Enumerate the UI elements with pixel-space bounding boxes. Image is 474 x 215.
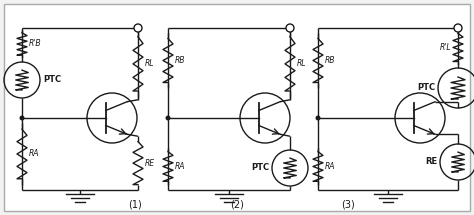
Text: RE: RE xyxy=(145,159,155,168)
Text: RB: RB xyxy=(175,56,185,65)
Circle shape xyxy=(454,24,462,32)
Text: RB: RB xyxy=(325,56,336,65)
Circle shape xyxy=(316,115,320,120)
Text: RA: RA xyxy=(29,149,39,158)
Circle shape xyxy=(134,24,142,32)
Text: R'B: R'B xyxy=(29,40,42,49)
Text: RA: RA xyxy=(175,162,185,171)
Text: PTC: PTC xyxy=(43,75,61,84)
Text: (1): (1) xyxy=(128,199,142,209)
Text: (3): (3) xyxy=(341,199,356,209)
Text: R'L: R'L xyxy=(439,43,451,52)
Circle shape xyxy=(286,24,294,32)
Text: RL: RL xyxy=(145,59,155,68)
Circle shape xyxy=(19,115,25,120)
Text: RA: RA xyxy=(325,162,336,171)
Circle shape xyxy=(165,115,171,120)
Text: RE: RE xyxy=(425,158,437,166)
Text: PTC: PTC xyxy=(251,163,269,172)
FancyBboxPatch shape xyxy=(4,4,470,211)
Text: PTC: PTC xyxy=(417,83,435,92)
Text: (2): (2) xyxy=(230,199,244,209)
Text: RL: RL xyxy=(297,59,307,68)
